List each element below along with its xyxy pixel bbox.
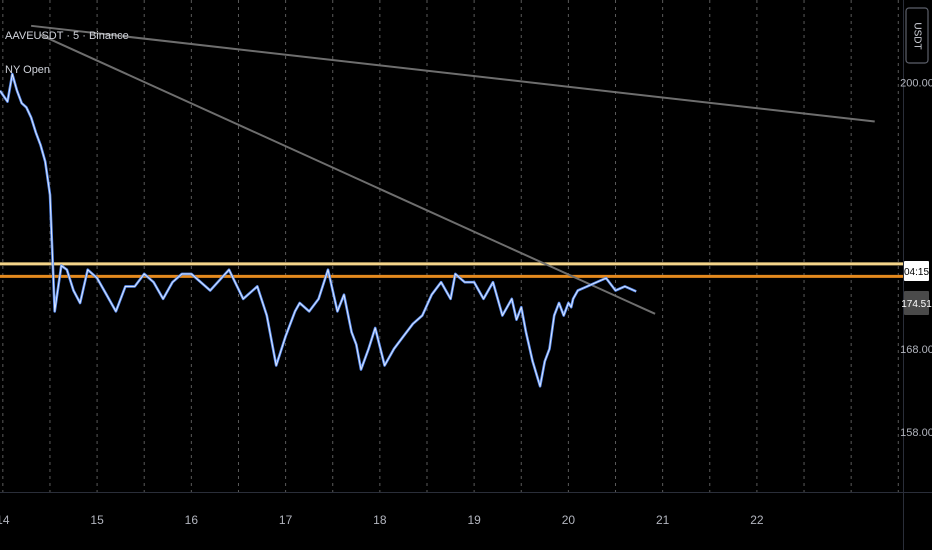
x-tick-label: 20 <box>562 513 576 527</box>
currency-badge-text: USDT <box>911 22 922 49</box>
price-tags: 04:15 174.51 <box>901 261 932 315</box>
x-tick-label: 21 <box>656 513 670 527</box>
price-line <box>0 72 637 388</box>
price-line-highlight <box>0 73 637 387</box>
y-tick-label: 168.00 <box>900 344 932 356</box>
trendlines <box>30 24 875 315</box>
x-axis-ticks: 14 15 16 17 18 19 20 21 22 <box>0 513 764 527</box>
trendline <box>40 34 656 315</box>
trendline <box>30 24 875 123</box>
y-axis-ticks: 200.00 168.00 158.00 <box>900 77 932 439</box>
countdown-tag-bg <box>904 261 929 281</box>
horizontal-levels <box>0 262 903 278</box>
vertical-grid <box>2 0 899 492</box>
x-tick-label: 15 <box>90 513 104 527</box>
last-price-tag: 174.51 <box>901 299 932 310</box>
x-tick-label: 19 <box>467 513 481 527</box>
x-tick-label: 17 <box>279 513 293 527</box>
x-tick-label: 22 <box>750 513 764 527</box>
symbol-legend[interactable]: AAVEUSDT · 5 · Binance <box>5 30 129 42</box>
y-tick-label: 200.00 <box>900 77 932 89</box>
indicator-legend[interactable]: NY Open <box>5 64 50 76</box>
countdown-tag: 04:15 <box>904 267 929 278</box>
last-price-tag-bg <box>904 291 929 315</box>
price-series <box>0 72 637 388</box>
x-tick-label: 16 <box>185 513 199 527</box>
currency-badge[interactable]: USDT <box>905 7 929 64</box>
y-tick-label: 158.00 <box>900 427 932 439</box>
x-tick-label: 18 <box>373 513 387 527</box>
x-tick-label: 14 <box>0 513 10 527</box>
